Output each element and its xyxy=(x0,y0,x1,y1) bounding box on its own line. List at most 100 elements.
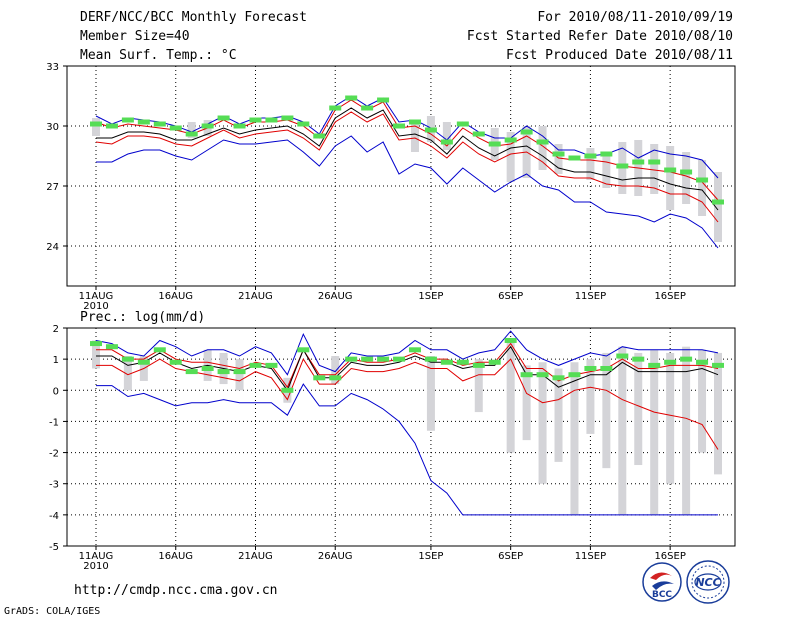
temperature-marker xyxy=(600,151,613,157)
temperature-marker xyxy=(217,115,230,121)
precip-marker xyxy=(105,344,118,350)
precip-ytick-label: -5 xyxy=(49,542,59,553)
precip-marker xyxy=(536,372,549,378)
temperature-spread-box xyxy=(410,120,419,152)
precip-marker xyxy=(424,356,437,362)
precip-marker xyxy=(90,341,102,347)
temperature-ytick-label: 24 xyxy=(46,242,59,253)
temperature-xtick-label: 1SEP xyxy=(418,291,443,302)
temperature-ytick-label: 33 xyxy=(46,62,59,73)
precip-marker xyxy=(712,362,724,368)
temperature-marker xyxy=(265,117,278,123)
temperature-spread-box xyxy=(666,146,675,210)
temperature-line-max xyxy=(95,95,719,179)
temperature-marker xyxy=(105,123,118,129)
temperature-spread-box xyxy=(187,122,196,138)
precip-marker xyxy=(600,365,613,371)
precip-spread-box xyxy=(331,356,340,385)
precip-spread-box xyxy=(570,362,579,515)
temperature-spread-box xyxy=(442,122,451,150)
precip-marker xyxy=(568,372,581,378)
precip-marker xyxy=(616,353,629,359)
precip-line-upper xyxy=(96,342,719,389)
temperature-spread-box xyxy=(554,144,563,174)
precip-spread-box xyxy=(698,349,707,453)
temperature-marker xyxy=(440,139,453,145)
temperature-marker xyxy=(361,105,374,111)
precip-marker xyxy=(632,356,645,362)
temperature-marker xyxy=(408,119,421,125)
precip-xtick-sublabel: 2010 xyxy=(83,561,108,572)
precip-marker xyxy=(345,356,358,362)
temperature-xtick-label: 26AUG xyxy=(318,291,353,302)
temperature-marker xyxy=(249,117,262,123)
precip-spread-box xyxy=(682,346,691,515)
precip-marker xyxy=(329,375,342,381)
precip-marker xyxy=(680,356,693,362)
precip-marker xyxy=(648,362,661,368)
precip-marker xyxy=(153,347,166,353)
temperature-marker xyxy=(233,123,246,129)
temperature-marker xyxy=(584,153,597,159)
temperature-spread-box xyxy=(682,152,691,204)
precip-spread-box xyxy=(586,359,595,434)
precip-ytick-label: 2 xyxy=(53,324,59,335)
member-size-label: Member Size=40 xyxy=(80,29,190,44)
precip-ytick-label: -1 xyxy=(49,417,59,428)
precip-xtick-label: 16AUG xyxy=(158,551,193,562)
temperature-marker xyxy=(281,115,294,121)
temperature-marker xyxy=(424,127,437,133)
temperature-marker xyxy=(137,119,150,125)
precip-line-mean xyxy=(96,345,719,392)
temperature-marker xyxy=(90,121,102,127)
precip-marker xyxy=(696,359,709,365)
precip-ytick-label: -2 xyxy=(49,449,59,460)
precip-xtick-label: 11AUG xyxy=(79,551,114,562)
precip-ytick-label: 1 xyxy=(53,355,59,366)
precip-spread-box xyxy=(92,340,100,369)
grads-credit: GrADS: COLA/IGES xyxy=(4,606,101,617)
temperature-spread-box xyxy=(650,144,659,194)
precip-marker xyxy=(121,356,134,362)
temperature-frame xyxy=(66,65,736,287)
temperature-xtick-label: 16SEP xyxy=(654,291,685,302)
source-url[interactable]: http://cmdp.ncc.cma.gov.cn xyxy=(74,583,278,598)
precip-spread-box xyxy=(650,349,659,515)
forecast-period: For 2010/08/11-2010/09/19 xyxy=(537,10,733,25)
temperature-xtick-label: 6SEP xyxy=(498,291,523,302)
temperature-marker xyxy=(121,117,134,123)
temperature-marker xyxy=(153,121,166,127)
temperature-line-lower xyxy=(95,111,719,223)
precip-spread-box xyxy=(618,346,627,515)
precip-marker xyxy=(201,365,214,371)
temperature-line-upper xyxy=(95,99,719,201)
precip-marker xyxy=(137,359,150,365)
temperature-ytick-label: 27 xyxy=(46,182,59,193)
precip-spread-box xyxy=(474,359,483,413)
precip-xtick-label: 11SEP xyxy=(575,551,606,562)
temperature-ytick-label: 30 xyxy=(46,122,59,133)
precip-spread-box xyxy=(235,359,244,391)
temperature-spread-box xyxy=(92,118,100,136)
temperature-marker xyxy=(616,163,629,169)
temperature-marker xyxy=(632,159,645,165)
precip-line-min xyxy=(96,383,718,516)
temperature-spread-box xyxy=(506,132,515,182)
precip-marker xyxy=(361,356,374,362)
precip-spread-box xyxy=(123,356,132,391)
temperature-marker xyxy=(185,131,198,137)
temperature-xtick-label: 11AUG xyxy=(79,291,114,302)
temperature-xtick-sublabel: 2010 xyxy=(83,301,108,312)
temperature-line-min xyxy=(96,135,719,249)
temperature-marker xyxy=(329,105,342,111)
temperature-marker xyxy=(345,95,358,101)
precip-frame xyxy=(66,327,736,547)
temperature-line-mean xyxy=(96,107,719,211)
temperature-marker xyxy=(568,155,581,161)
precip-spread-box xyxy=(538,362,547,484)
forecast-produced-date: Fcst Produced Date 2010/08/11 xyxy=(506,48,733,63)
temperature-marker xyxy=(536,139,549,145)
precip-line-max xyxy=(95,330,719,376)
temperature-xtick-label: 21AUG xyxy=(238,291,273,302)
